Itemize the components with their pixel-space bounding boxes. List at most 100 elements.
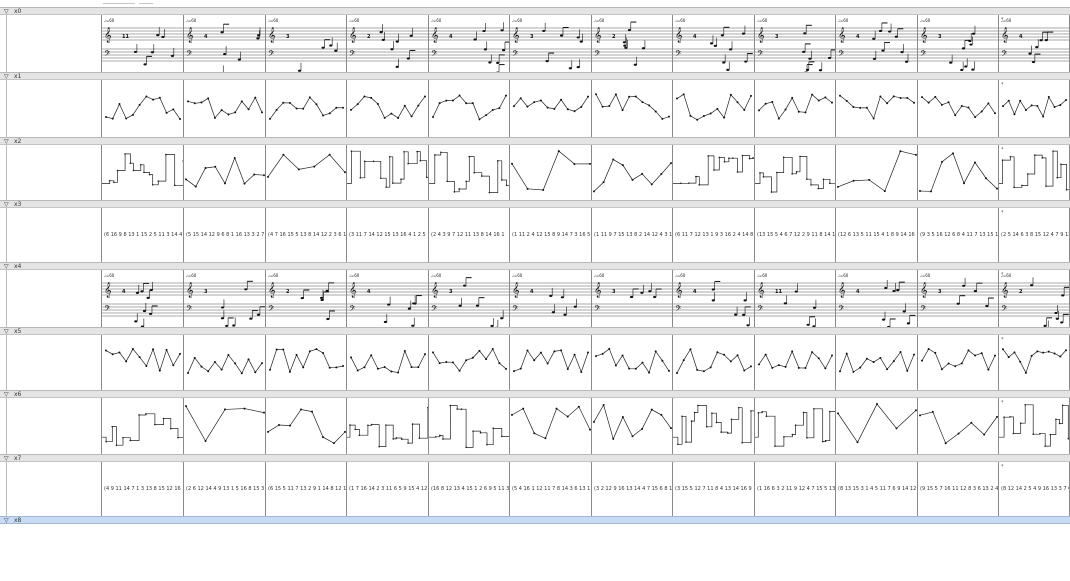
sequence-cell[interactable] <box>836 145 918 200</box>
sequence-cell[interactable] <box>347 145 429 200</box>
sequence-cell[interactable] <box>102 398 184 454</box>
sequence-cell[interactable] <box>755 398 836 454</box>
sequence-cell[interactable]: 𝄞 𝄢 ♩=60 11 <box>102 15 184 72</box>
sequence-cell[interactable] <box>184 80 266 137</box>
collapse-triangle-icon[interactable]: ▽ <box>4 328 9 335</box>
sequence-cell[interactable] <box>510 335 592 390</box>
sequence-cell[interactable]: (5 4 16 1 12 11 7 8 14 3 6 13 1 <box>510 462 592 516</box>
sequence-cell[interactable]: 𝄞 𝄢 ♩=60 4 <box>836 15 918 72</box>
sequence-cell[interactable] <box>347 335 429 390</box>
sequence-cell[interactable]: 𝄞 𝄢 ♩=60 3 <box>429 270 510 327</box>
sequence-cell[interactable] <box>266 398 347 454</box>
row-header-x6[interactable]: ▽ x6 <box>0 390 1070 398</box>
sequence-cell[interactable]: (2 4 3 9 7 12 11 13 8 14 16 1 <box>429 208 510 262</box>
sequence-cell[interactable] <box>755 335 836 390</box>
sequence-cell[interactable]: 𝄞 𝄢 ♩=60 3 <box>918 15 999 72</box>
sequence-cell[interactable]: 𝄞 𝄢 ♩=60 3 <box>184 270 266 327</box>
row-header-x5[interactable]: ▽ x5 <box>0 327 1070 335</box>
sequence-cell[interactable]: (8 13 15 3 1 4 5 11 7 6 9 14 12 <box>836 462 918 516</box>
sequence-cell[interactable]: * <box>999 335 1070 390</box>
sequence-cell[interactable]: (9 15 5 7 16 11 12 8 3 6 13 2 4 <box>918 462 999 516</box>
sequence-cell[interactable]: 𝄞 𝄢 ♩=60 4 <box>102 270 184 327</box>
sequence-cell[interactable]: 𝄞 𝄢 ♩=60 3 <box>510 15 592 72</box>
sequence-cell[interactable] <box>592 335 673 390</box>
sequence-cell[interactable] <box>673 335 755 390</box>
collapse-triangle-icon[interactable]: ▽ <box>4 391 9 398</box>
sequence-cell[interactable]: 𝄞 𝄢 ♩=60 4 <box>836 270 918 327</box>
sequence-cell[interactable]: (1 11 2 4 12 15 8 9 14 7 3 16 5 <box>510 208 592 262</box>
row-header-x4[interactable]: ▽ x4 <box>0 262 1070 270</box>
sequence-cell[interactable]: 𝄞 𝄢 ♩=60 4 <box>673 270 755 327</box>
sequence-cell[interactable]: (3 2 12 9 16 13 14 4 7 15 6 8 1 <box>592 462 673 516</box>
sequence-cell[interactable] <box>836 335 918 390</box>
sequence-cell[interactable] <box>918 335 999 390</box>
sequence-cell[interactable] <box>266 145 347 200</box>
sequence-cell[interactable]: 𝄞 𝄢 ♩=60 4 <box>347 270 429 327</box>
collapse-triangle-icon[interactable]: ▽ <box>4 8 9 15</box>
sequence-cell[interactable]: * (8 12 14 2 5 4 9 16 13 3 7 6 <box>999 462 1070 516</box>
sequence-cell[interactable] <box>266 335 347 390</box>
sequence-cell[interactable] <box>102 80 184 137</box>
sequence-cell[interactable] <box>184 398 266 454</box>
sequence-cell[interactable]: * 𝄞 𝄢 ♩=60 2 <box>999 270 1070 327</box>
sequence-cell[interactable]: (1 7 16 14 2 3 11 6 5 9 15 4 12 <box>347 462 429 516</box>
collapse-triangle-icon[interactable]: ▽ <box>4 73 9 80</box>
collapse-triangle-icon[interactable]: ▽ <box>4 201 9 208</box>
sequence-cell[interactable]: 𝄞 𝄢 ♩=60 3 <box>918 270 999 327</box>
sequence-cell[interactable] <box>510 398 592 454</box>
sequence-cell[interactable]: 𝄞 𝄢 ♩=60 3 <box>592 270 673 327</box>
collapse-triangle-icon[interactable]: ▽ <box>4 138 9 145</box>
sequence-cell[interactable] <box>918 145 999 200</box>
sequence-cell[interactable] <box>510 80 592 137</box>
sequence-cell[interactable] <box>673 145 755 200</box>
sequence-cell[interactable] <box>510 145 592 200</box>
collapse-triangle-icon[interactable]: ▽ <box>4 263 9 270</box>
sequence-cell[interactable] <box>755 80 836 137</box>
sequence-cell[interactable]: 𝄞 𝄢 ♩=60 2 <box>347 15 429 72</box>
sequence-cell[interactable] <box>429 145 510 200</box>
sequence-cell[interactable]: (9 3 5 16 12 6 8 4 11 7 13 15 1 <box>918 208 999 262</box>
sequence-cell[interactable]: (1 11 9 7 15 13 8 2 14 12 4 3 1 <box>592 208 673 262</box>
sequence-cell[interactable] <box>429 80 510 137</box>
sequence-cell[interactable]: (3 11 7 14 12 15 13 16 4 1 2 5 <box>347 208 429 262</box>
sequence-cell[interactable]: (2 6 12 14 4 9 13 1 5 16 8 15 3 <box>184 462 266 516</box>
sequence-cell[interactable]: * <box>999 145 1070 200</box>
row-header-x7[interactable]: ▽ x7 <box>0 454 1070 462</box>
sequence-cell[interactable] <box>266 80 347 137</box>
sequence-cell[interactable] <box>918 80 999 137</box>
sequence-cell[interactable]: (6 11 7 12 13 1 9 3 16 2 4 14 8 <box>673 208 755 262</box>
sequence-cell[interactable]: (16 8 12 13 4 15 1 2 6 9 5 11 3 <box>429 462 510 516</box>
sequence-cell[interactable]: (3 15 5 12 7 11 8 4 13 14 16 9 <box>673 462 755 516</box>
sequence-cell[interactable] <box>347 80 429 137</box>
sequence-cell[interactable] <box>918 398 999 454</box>
row-header-x0[interactable]: ▽ x0 <box>0 7 1070 15</box>
sequence-cell[interactable] <box>592 80 673 137</box>
sequence-cell[interactable]: 𝄞 𝄢 ♩=60 2 <box>592 15 673 72</box>
row-header-x2[interactable]: ▽ x2 <box>0 137 1070 145</box>
collapse-triangle-icon[interactable]: ▽ <box>4 517 9 524</box>
sequence-cell[interactable] <box>673 80 755 137</box>
sequence-cell[interactable]: 𝄞 𝄢 ♩=60 3 <box>755 15 836 72</box>
sequence-cell[interactable] <box>836 398 918 454</box>
sequence-cell[interactable] <box>347 398 429 454</box>
sequence-cell[interactable]: (13 15 5 4 6 7 12 2 9 11 8 14 1 <box>755 208 836 262</box>
sequence-cell[interactable] <box>592 398 673 454</box>
row-header-x8[interactable]: ▽ x8 <box>0 516 1070 524</box>
sequence-cell[interactable] <box>102 335 184 390</box>
sequence-cell[interactable]: (6 16 9 8 13 1 15 2 5 11 3 14 4 <box>102 208 184 262</box>
sequence-cell[interactable]: 𝄞 𝄢 ♩=60 11 <box>755 270 836 327</box>
sequence-cell[interactable]: * 𝄞 𝄢 ♩=60 4 <box>999 15 1070 72</box>
sequence-cell[interactable] <box>673 398 755 454</box>
sequence-cell[interactable] <box>836 80 918 137</box>
sequence-cell[interactable] <box>184 145 266 200</box>
sequence-cell[interactable]: * <box>999 398 1070 454</box>
sequence-cell[interactable]: 𝄞 𝄢 ♩=60 4 <box>510 270 592 327</box>
sequence-cell[interactable]: * (2 5 14 6 3 8 15 12 4 7 9 13 <box>999 208 1070 262</box>
sequence-cell[interactable] <box>592 145 673 200</box>
sequence-cell[interactable]: (4 9 11 14 7 1 3 13 8 15 12 16 <box>102 462 184 516</box>
sequence-cell[interactable] <box>755 145 836 200</box>
sequence-cell[interactable] <box>184 335 266 390</box>
sequence-cell[interactable]: (12 6 13 5 11 15 4 1 8 9 14 16 <box>836 208 918 262</box>
collapse-triangle-icon[interactable]: ▽ <box>4 455 9 462</box>
sequence-cell[interactable]: (6 15 5 11 7 13 2 9 1 14 8 12 1 <box>266 462 347 516</box>
